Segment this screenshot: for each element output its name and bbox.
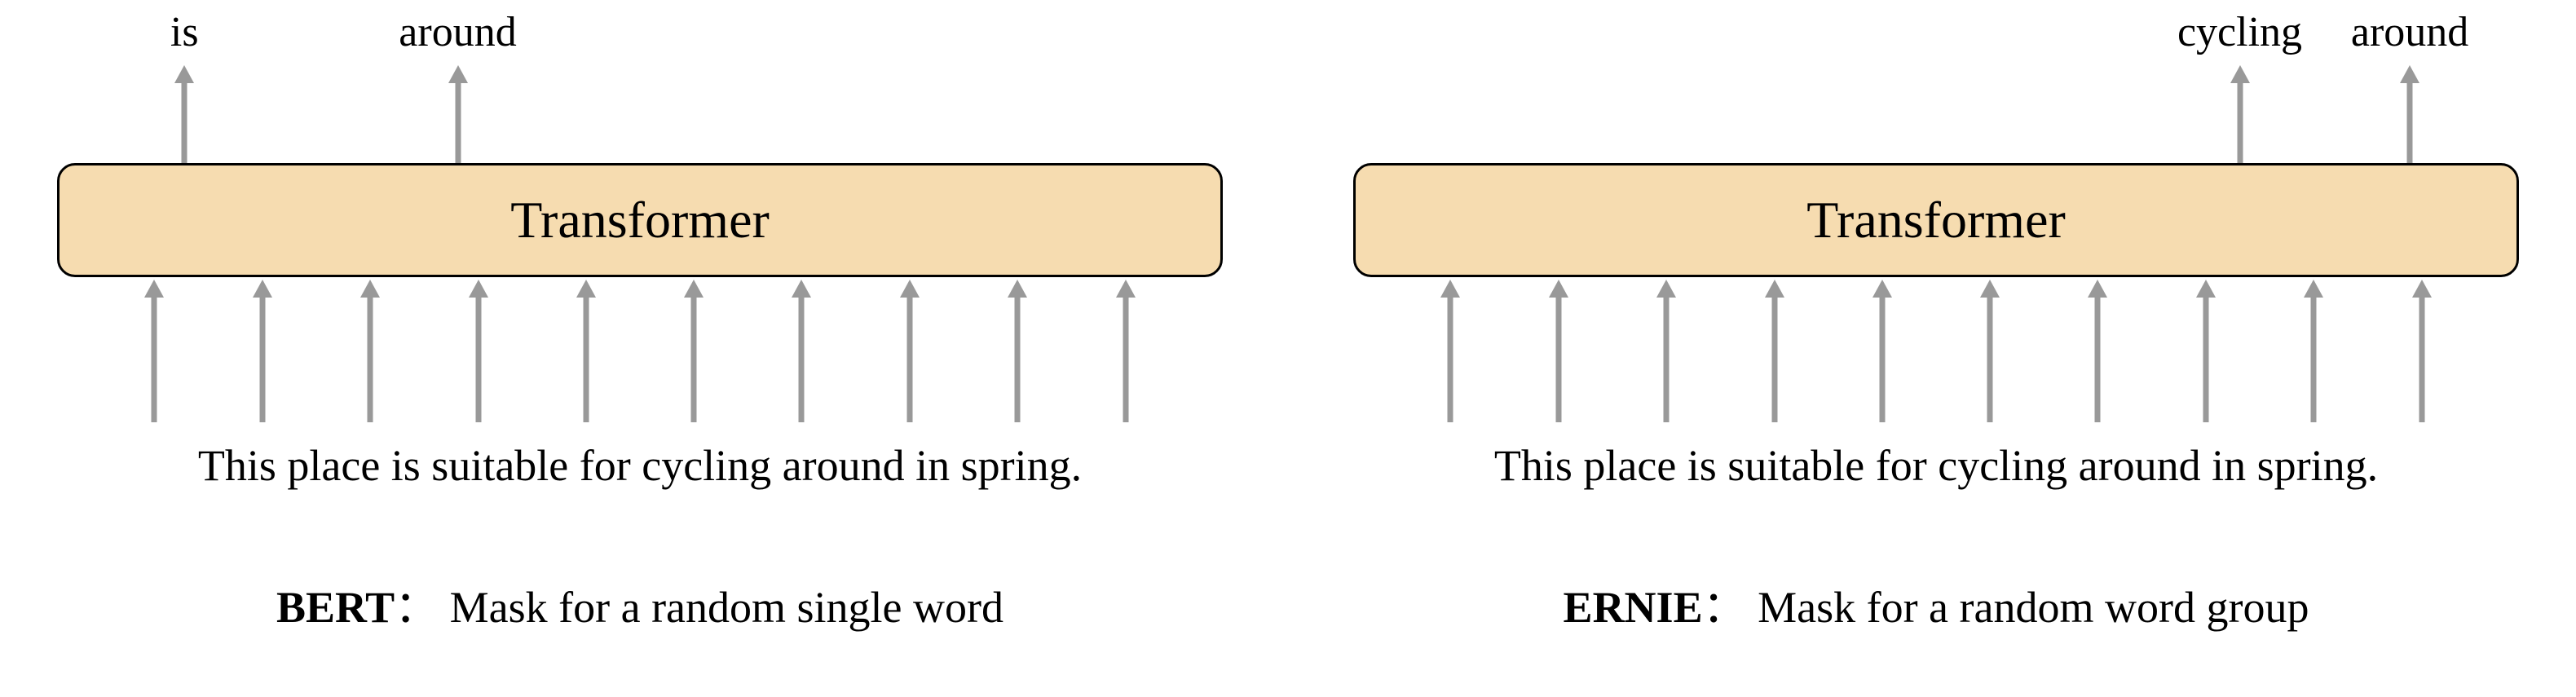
caption-description: Mask for a random word group	[1758, 583, 2309, 632]
up-arrow-icon	[2094, 280, 2101, 422]
panel-left: is around Transformer	[33, 0, 1247, 697]
input-arrow-row-right	[1329, 280, 2543, 426]
up-arrow-icon	[906, 280, 913, 422]
input-arrow-row-left	[33, 280, 1247, 426]
output-label: is	[170, 8, 199, 56]
up-arrow-icon	[2419, 280, 2425, 422]
up-arrow-icon	[2310, 280, 2317, 422]
up-arrow-icon	[1771, 280, 1778, 422]
up-arrow-icon	[1123, 280, 1129, 422]
panel-right: cycling around Transformer	[1329, 0, 2543, 697]
up-arrow-icon	[1879, 280, 1886, 422]
caption-right: ERNIE： Mask for a random word group	[1329, 571, 2543, 635]
transformer-box-left: Transformer	[57, 163, 1223, 277]
up-arrow-icon	[583, 280, 589, 422]
up-arrow-icon	[259, 280, 266, 422]
caption-description: Mask for a random single word	[450, 583, 1003, 632]
output-row-right: cycling around	[1329, 0, 2543, 73]
up-arrow-icon	[1663, 280, 1670, 422]
up-arrow-icon	[690, 280, 697, 422]
output-label: around	[399, 8, 516, 56]
output-label: around	[2351, 8, 2468, 56]
up-arrow-icon	[1014, 280, 1021, 422]
up-arrow-icon	[2203, 280, 2209, 422]
transformer-box-label: Transformer	[1806, 190, 2066, 250]
up-arrow-icon	[798, 280, 805, 422]
caption-left: BERT： Mask for a random single word	[33, 571, 1247, 635]
up-arrow-icon	[151, 280, 157, 422]
caption-model-name: BERT	[276, 583, 395, 632]
up-arrow-icon	[367, 280, 373, 422]
output-label: cycling	[2177, 8, 2302, 56]
up-arrow-icon	[1555, 280, 1562, 422]
caption-separator: ：	[395, 583, 439, 632]
input-sentence-right: This place is suitable for cycling aroun…	[1329, 440, 2543, 491]
caption-separator: ：	[1703, 583, 1747, 632]
up-arrow-icon	[1987, 280, 1993, 422]
diagram-page: is around Transformer	[0, 0, 2576, 697]
up-arrow-icon	[475, 280, 482, 422]
caption-model-name: ERNIE	[1564, 583, 1703, 632]
transformer-box-label: Transformer	[510, 190, 770, 250]
transformer-box-right: Transformer	[1353, 163, 2519, 277]
up-arrow-icon	[181, 65, 187, 163]
output-row-left: is around	[33, 0, 1247, 73]
input-sentence-left: This place is suitable for cycling aroun…	[33, 440, 1247, 491]
up-arrow-icon	[2237, 65, 2243, 163]
up-arrow-icon	[1447, 280, 1453, 422]
up-arrow-icon	[455, 65, 461, 163]
up-arrow-icon	[2406, 65, 2413, 163]
